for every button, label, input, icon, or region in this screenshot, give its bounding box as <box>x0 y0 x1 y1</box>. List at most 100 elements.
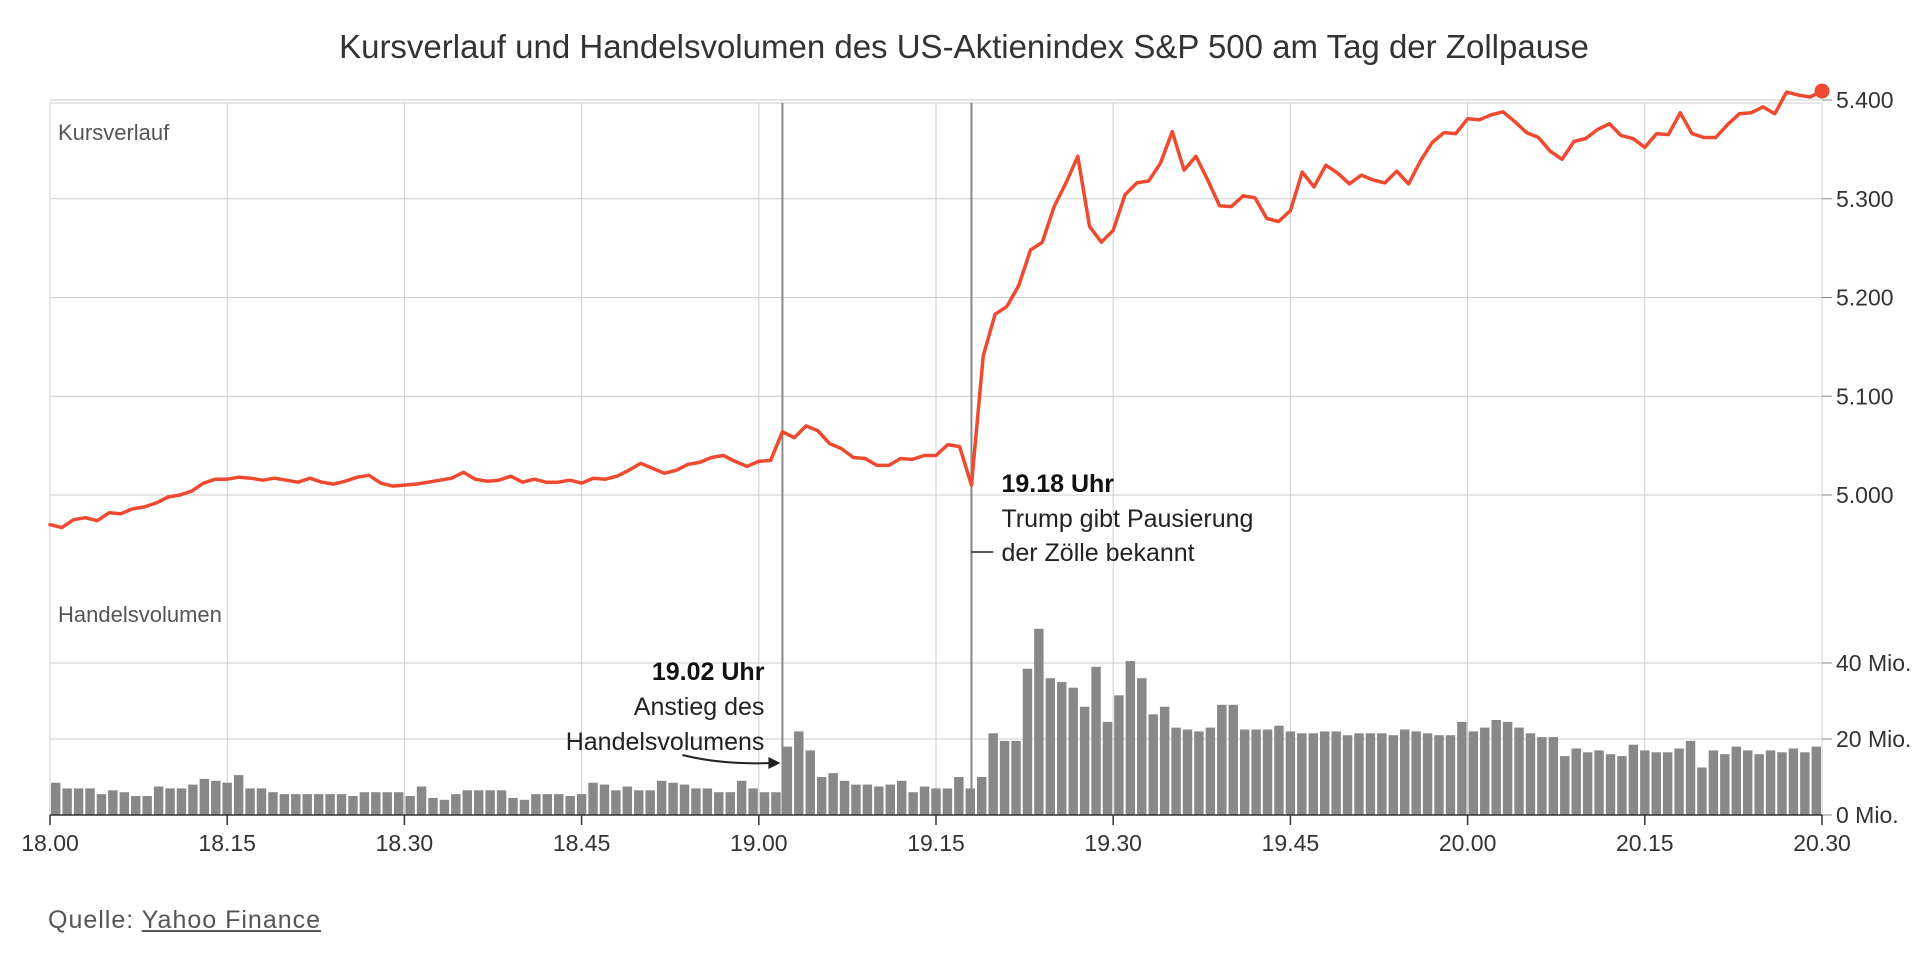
volume-bar <box>1011 740 1021 815</box>
volume-bar <box>188 784 198 815</box>
volume-bar <box>176 788 187 815</box>
volume-bar <box>988 733 998 815</box>
volume-bar <box>1685 740 1696 815</box>
volume-bar <box>428 797 438 815</box>
chart-labels: Kursverlauf Handelsvolumen 19.02 Uhr Anstie… <box>58 120 1253 769</box>
volume-bar <box>588 782 598 815</box>
volume-bar <box>1777 752 1787 815</box>
volume-bar <box>1628 744 1639 815</box>
volume-bar <box>51 782 61 815</box>
volume-bar <box>291 794 301 815</box>
volume-bar <box>1674 748 1684 815</box>
price-endpoint <box>1814 83 1830 99</box>
x-tick-label: 19.00 <box>730 830 788 856</box>
x-tick-label: 20.15 <box>1616 830 1674 856</box>
x-tick-label: 18.00 <box>21 830 79 856</box>
volume-bar <box>565 796 575 815</box>
volume-bar <box>794 731 804 815</box>
volume-bar <box>496 790 507 815</box>
volume-bar <box>759 792 770 815</box>
volume-bar <box>1262 729 1273 815</box>
volume-bar <box>1720 754 1730 815</box>
volume-bar <box>531 794 541 815</box>
volume-bar <box>1742 750 1753 815</box>
volume-bar <box>519 799 530 815</box>
volume-bar <box>1605 754 1616 815</box>
source-note: Quelle: Yahoo Finance <box>48 906 321 935</box>
volume-bar <box>1331 731 1341 815</box>
volume-bar <box>1411 731 1421 815</box>
price-tick-label: 5.400 <box>1836 87 1894 113</box>
volume-bar <box>1434 735 1444 815</box>
volume-bar <box>851 784 861 815</box>
volume-bar <box>919 786 930 815</box>
volume-bar <box>1228 704 1238 815</box>
volume-bar <box>336 794 347 815</box>
volume-bar <box>405 796 415 815</box>
volume-bar <box>325 794 335 815</box>
volume-bar <box>1788 748 1799 815</box>
volume-bar <box>1800 752 1810 815</box>
volume-bar <box>1697 767 1707 815</box>
volume-bar <box>1388 735 1399 815</box>
volume-bar <box>256 788 267 815</box>
x-tick-label: 19.45 <box>1262 830 1320 856</box>
volume-bar <box>1525 733 1536 815</box>
volume-bar <box>1377 733 1387 815</box>
volume-bar <box>1285 731 1296 815</box>
volume-bar <box>1251 729 1261 815</box>
volume-bar <box>1400 729 1410 815</box>
volume-bar <box>1594 750 1604 815</box>
price-tick-label: 5.200 <box>1836 285 1894 311</box>
volume-bar <box>1137 678 1147 815</box>
volume-bar <box>885 784 895 815</box>
volume-bar <box>599 784 610 815</box>
volume-bar <box>771 792 781 815</box>
price-line <box>48 89 1824 530</box>
volume-bar <box>302 794 312 815</box>
volume-bar <box>245 788 255 815</box>
volume-bar <box>1811 746 1821 815</box>
volume-bar <box>382 792 392 815</box>
volume-bar <box>736 780 747 815</box>
volume-bar <box>165 788 175 815</box>
x-tick-label: 18.45 <box>553 830 611 856</box>
volume-bar <box>439 799 450 815</box>
volume-bar <box>1445 735 1456 815</box>
volume-bar <box>485 790 495 815</box>
volume-bar <box>1297 733 1307 815</box>
volume-bar <box>691 788 701 815</box>
volume-bar <box>462 790 472 815</box>
source-link[interactable]: Yahoo Finance <box>141 906 322 934</box>
volume-bar <box>1651 752 1661 815</box>
grid <box>49 99 1823 815</box>
volume-bar <box>634 790 644 815</box>
volume-bar <box>679 784 690 815</box>
volume-bar <box>1274 725 1284 815</box>
volume-bar <box>371 792 381 815</box>
volume-bar <box>828 773 838 815</box>
volume-bar <box>782 746 793 815</box>
volume-bar <box>1468 731 1479 815</box>
price-tick-label: 5.300 <box>1836 186 1894 212</box>
volume-bar <box>153 786 164 815</box>
volume-bar <box>542 794 553 815</box>
volume-bar <box>62 788 72 815</box>
event-description: Trump gibt Pausierung <box>1001 505 1253 533</box>
volume-bar <box>222 782 232 815</box>
x-tick-label: 18.30 <box>376 830 434 856</box>
event-markers <box>781 103 973 815</box>
volume-bar <box>954 777 964 815</box>
annotation-arrowhead <box>768 757 781 769</box>
volume-bar <box>645 790 655 815</box>
volume-bar <box>999 740 1010 815</box>
volume-bar <box>96 794 107 815</box>
volume-bar <box>1182 729 1193 815</box>
volume-bar <box>348 796 358 815</box>
volume-bars <box>51 628 1821 815</box>
volume-bar <box>85 788 95 815</box>
volume-bar <box>211 780 221 815</box>
volume-bar <box>142 796 152 815</box>
volume-bar <box>656 780 667 815</box>
axes: 5.000 5.100 5.200 5.300 5.400 0 Mio. 20 Mio. 40… <box>21 87 1911 856</box>
